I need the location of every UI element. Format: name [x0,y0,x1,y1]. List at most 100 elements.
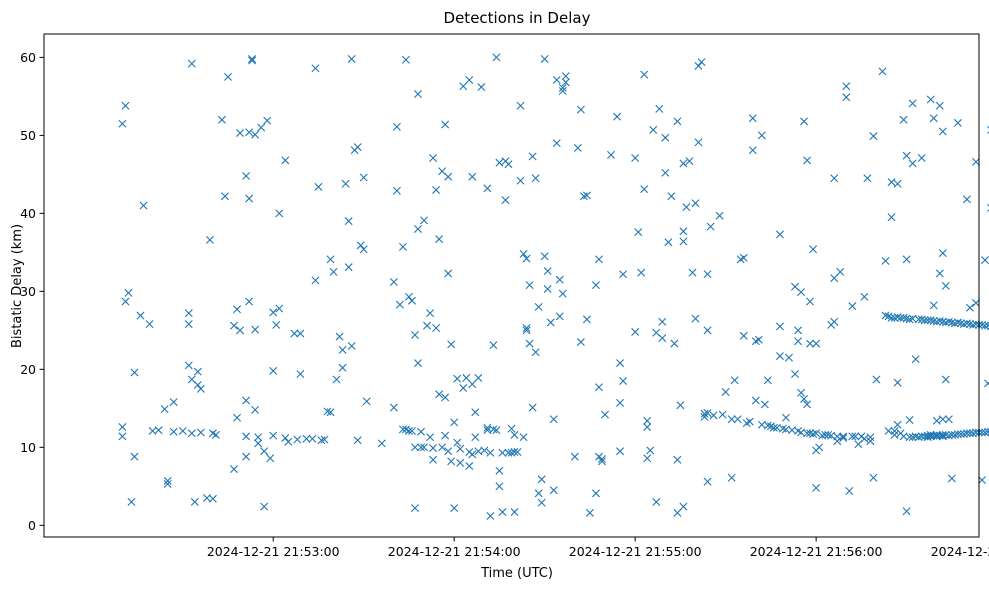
detection-marker [781,413,790,422]
detection-marker [923,431,932,440]
detection-marker [845,487,854,495]
detection-marker [784,353,793,362]
detection-marker [248,54,257,63]
detection-marker [359,173,368,182]
detection-marker [410,443,419,452]
x-tick-label: 2024-12-21 21:53:00 [207,544,340,559]
detection-marker [498,508,507,517]
detection-marker [679,227,688,236]
detection-marker [468,172,477,181]
detection-marker [833,437,842,446]
detection-marker [118,423,127,432]
detection-marker [763,376,772,385]
detection-marker [519,249,528,258]
detection-marker [971,428,980,437]
detection-marker [420,443,429,452]
detection-marker [984,379,989,388]
detection-marker [920,432,929,441]
detection-marker [682,203,691,212]
detection-marker [139,201,148,210]
detection-marker [543,267,552,276]
detection-marker [326,408,335,417]
detection-marker [450,418,459,427]
detection-marker [697,58,706,67]
y-tick-label: 40 [20,206,36,221]
detection-marker [429,455,438,464]
detection-marker [414,90,422,99]
detection-marker [881,256,890,265]
detection-marker [489,425,498,434]
detection-marker [938,127,947,136]
detection-marker [230,321,239,330]
detection-marker [184,309,193,318]
detection-marker [944,317,953,326]
detection-marker [917,154,926,162]
detection-marker [890,313,899,322]
detection-marker [649,125,658,134]
detection-marker [269,431,278,440]
detection-marker [353,143,362,152]
detection-marker [962,319,971,328]
detection-marker [344,263,353,272]
detection-marker [842,93,851,102]
detection-marker [184,361,193,370]
detection-marker [601,410,609,419]
y-tick-label: 10 [20,440,36,455]
detection-marker [486,448,495,457]
detection-marker [962,195,971,204]
detection-marker [474,373,483,382]
detection-marker [549,415,558,424]
detection-marker [456,458,465,467]
detection-marker [537,498,546,507]
detection-marker [537,475,546,484]
detection-marker [981,256,989,265]
detection-marker [893,420,902,429]
detection-marker [178,426,187,435]
detection-marker [504,160,513,169]
y-axis-ticks: 0 10 20 30 40 50 60 [20,50,44,533]
detection-marker [495,158,504,167]
detection-marker [441,120,450,129]
detection-marker [947,474,956,483]
detection-marker [335,332,344,341]
detection-marker [438,443,447,452]
detection-marker [941,281,950,290]
detection-marker [890,426,899,435]
detection-marker [245,128,254,137]
detection-marker [272,320,281,329]
detection-marker [410,331,419,340]
detection-marker [878,67,887,76]
detection-marker [935,316,944,325]
detection-marker [700,409,709,418]
plot-area-frame [43,33,980,538]
detection-marker [398,242,407,251]
detection-marker [570,452,579,461]
detection-marker [236,129,245,138]
detection-marker [444,172,453,181]
detection-marker [401,55,410,64]
detection-marker [679,159,688,168]
detection-marker [420,216,429,225]
detection-marker [691,199,700,208]
detection-marker [356,241,365,250]
detection-marker [585,508,594,517]
detection-marker [269,366,278,375]
detection-marker [591,281,600,290]
detection-marker [619,270,628,279]
detection-marker [118,432,127,441]
detection-marker [392,186,401,195]
detection-marker [296,329,305,338]
detection-marker [839,432,848,441]
detection-marker [902,507,911,516]
detection-marker [281,433,290,442]
detection-marker [926,430,935,439]
detection-marker [905,416,914,425]
detection-marker [136,311,145,320]
detection-marker [296,370,305,379]
detection-marker [803,400,812,409]
detection-marker [962,429,971,438]
detection-marker [691,314,700,323]
detection-marker [579,192,588,201]
detection-marker [492,53,501,62]
detection-marker [323,407,332,416]
